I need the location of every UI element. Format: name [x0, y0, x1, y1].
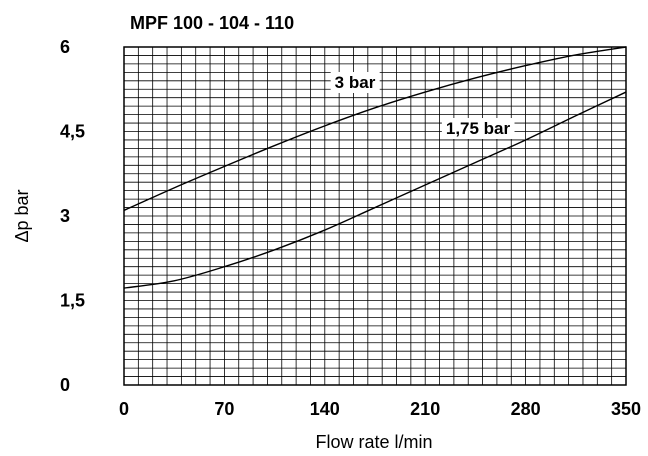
grid: [124, 47, 626, 385]
chart-title: MPF 100 - 104 - 110: [130, 13, 294, 33]
series: 3 bar 1,75 bar: [123, 46, 627, 289]
plot-frame: [123, 46, 627, 386]
series-line-1-75-bar: [123, 91, 627, 289]
x-tick-label: 140: [310, 399, 340, 419]
x-tick-label: 280: [511, 399, 541, 419]
y-tick-label: 6: [60, 37, 70, 57]
series-label-text: 3 bar: [335, 73, 376, 92]
series-label-background: [441, 118, 515, 139]
y-axis-ticks: 0 1,5 3 4,5 6: [60, 37, 85, 395]
x-tick-label: 70: [214, 399, 234, 419]
y-tick-label: 4,5: [60, 122, 85, 142]
series-label-3-bar: 3 bar: [330, 72, 380, 93]
y-axis-label: Δp bar: [12, 189, 32, 242]
x-axis-ticks: 0 70 140 210 280 350: [119, 399, 641, 419]
y-tick-label: 0: [60, 375, 70, 395]
series-label-text: 1,75 bar: [446, 119, 511, 138]
series-label-1-75-bar: 1,75 bar: [441, 118, 515, 139]
x-axis-label: Flow rate l/min: [315, 432, 432, 452]
series-line-3-bar: [123, 46, 627, 212]
x-tick-label: 350: [611, 399, 641, 419]
series-label-background: [330, 72, 380, 93]
x-tick-label: 210: [410, 399, 440, 419]
y-tick-label: 3: [60, 206, 70, 226]
y-tick-label: 1,5: [60, 291, 85, 311]
x-tick-label: 0: [119, 399, 129, 419]
